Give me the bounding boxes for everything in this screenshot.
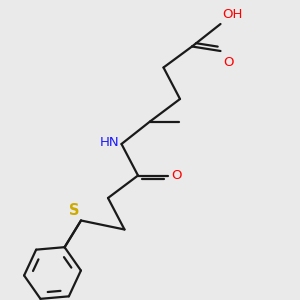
Text: HN: HN	[100, 136, 119, 149]
Text: O: O	[171, 169, 181, 182]
Text: S: S	[69, 203, 80, 218]
Text: O: O	[224, 56, 234, 68]
Text: OH: OH	[222, 8, 242, 21]
